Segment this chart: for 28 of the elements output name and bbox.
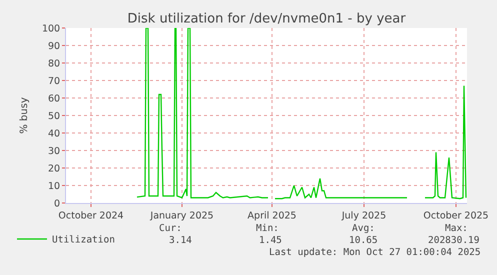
text: 3.14 (169, 235, 192, 246)
y-tick-label: 100 (42, 23, 60, 34)
y-tick-label: 40 (48, 128, 60, 140)
x-tick-label: July 2025 (340, 210, 386, 222)
y-tick-label: 70 (48, 76, 60, 87)
text: Min: (256, 223, 279, 234)
text: Cur: (159, 223, 182, 234)
y-tick-label: 80 (48, 58, 60, 70)
x-tick-label: April 2025 (248, 210, 296, 222)
x-tick-label: October 2025 (423, 210, 489, 222)
x-tick-label: October 2024 (58, 210, 124, 222)
y-tick-label: 90 (48, 40, 60, 52)
text: Avg: (352, 223, 375, 234)
text: 1.45 (259, 235, 282, 246)
legend-label: Utilization (52, 234, 115, 246)
y-tick-label: 30 (48, 146, 60, 157)
y-tick-label: 0 (54, 198, 60, 210)
y-tick-label: 60 (48, 93, 60, 104)
y-axis-title: % busy (18, 97, 30, 134)
y-tick-label: 20 (48, 163, 60, 174)
text: 10.65 (349, 235, 378, 246)
y-tick-label: 50 (48, 110, 60, 122)
text: 202830.19 (428, 235, 480, 246)
x-tick-label: January 2025 (149, 210, 214, 222)
y-tick-label: 10 (48, 180, 60, 192)
text: Max: (445, 223, 468, 234)
text: Last update: Mon Oct 27 01:00:04 2025 (269, 247, 481, 258)
chart-title: Disk utilization for /dev/nvme0n1 - by year (127, 12, 406, 27)
